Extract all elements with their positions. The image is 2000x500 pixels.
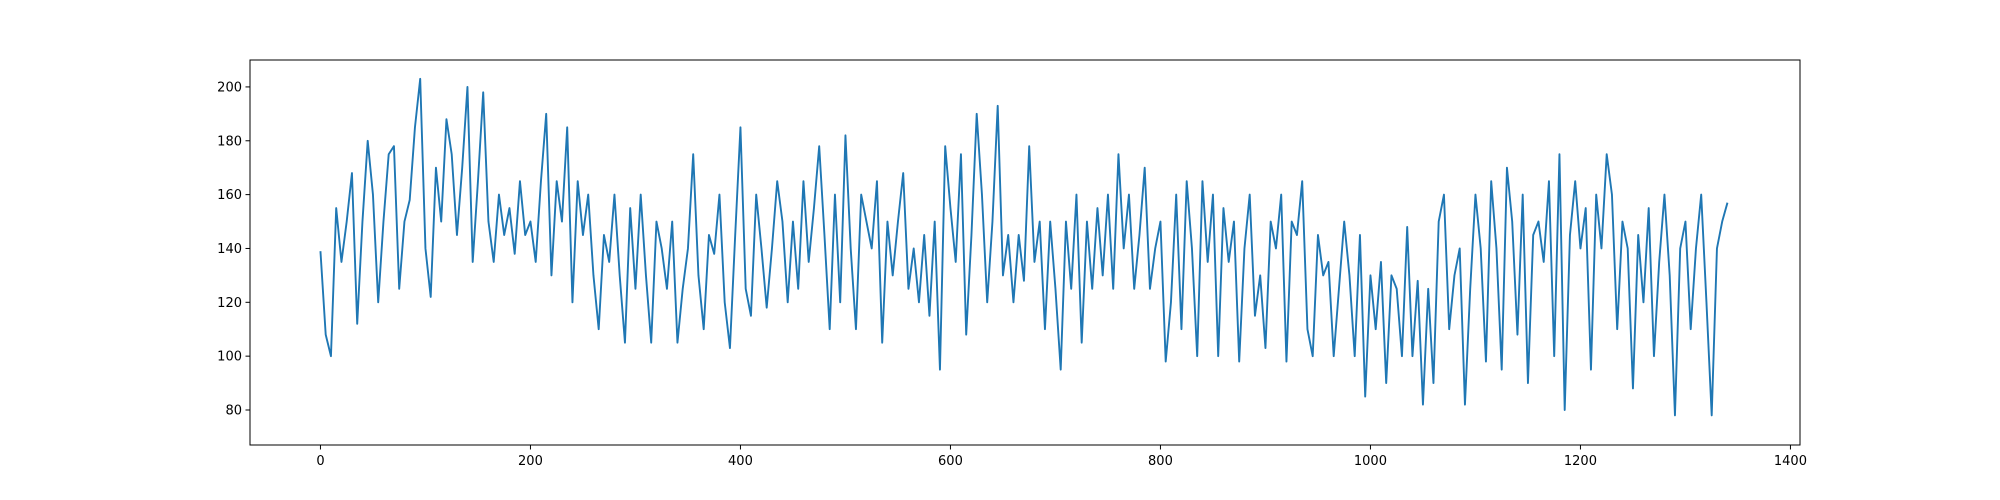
x-tick-label: 1400 bbox=[1774, 454, 1807, 469]
x-tick-label: 1200 bbox=[1564, 454, 1597, 469]
x-tick-label: 800 bbox=[1148, 454, 1173, 469]
y-tick-label: 120 bbox=[217, 296, 242, 311]
y-tick-label: 180 bbox=[217, 134, 242, 149]
x-tick-label: 1000 bbox=[1354, 454, 1387, 469]
y-tick-label: 100 bbox=[217, 350, 242, 365]
y-tick-label: 80 bbox=[225, 404, 242, 419]
y-tick-label: 200 bbox=[217, 80, 242, 95]
plot-frame bbox=[249, 59, 1801, 446]
x-tick-label: 400 bbox=[728, 454, 753, 469]
line-series bbox=[319, 77, 1729, 417]
x-tick-label: 600 bbox=[938, 454, 963, 469]
y-tick-label: 160 bbox=[217, 188, 242, 203]
x-tick-label: 200 bbox=[518, 454, 543, 469]
x-tick-label: 0 bbox=[316, 454, 324, 469]
y-tick-label: 140 bbox=[217, 242, 242, 257]
